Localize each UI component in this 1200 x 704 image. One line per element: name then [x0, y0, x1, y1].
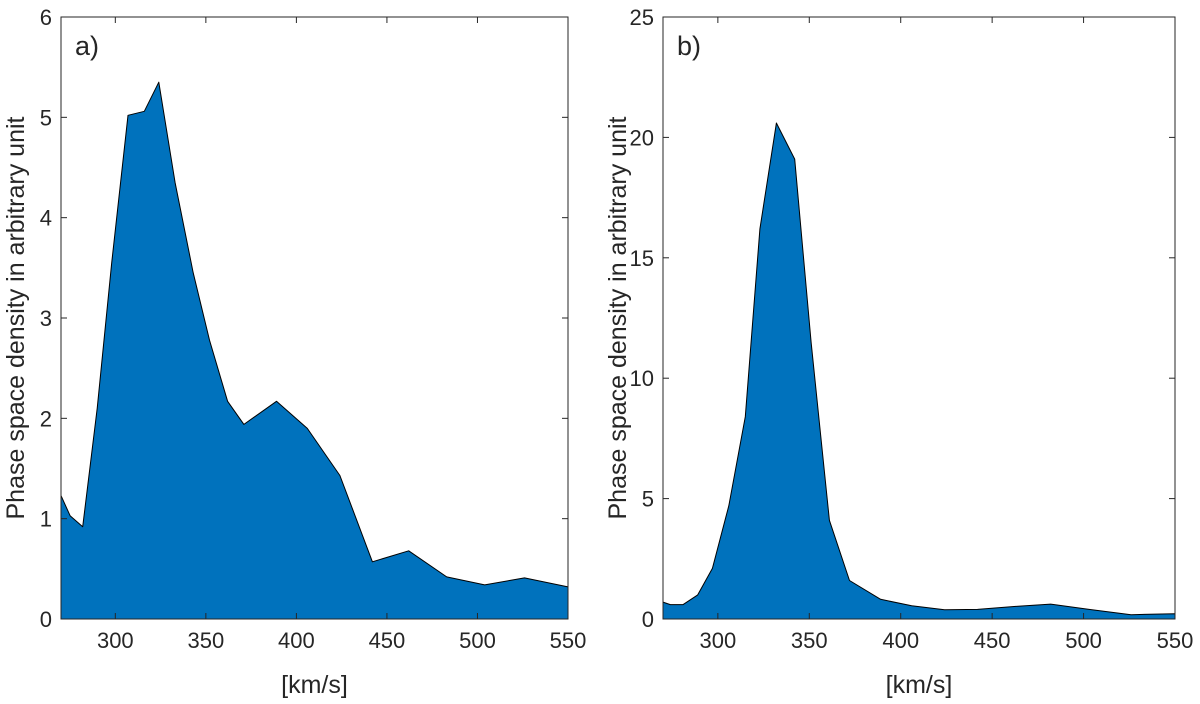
x-tick-label-a: 350 [187, 628, 224, 653]
panel-a: 300 350 400 450 500 550 0 1 2 3 4 5 6 a) [km/s] Pha… [2, 5, 586, 699]
x-tick-label-a: 500 [459, 628, 496, 653]
area-series-b [662, 122, 1176, 620]
x-tick-label-b: 450 [974, 628, 1011, 653]
x-axis-label-a: [km/s] [281, 671, 348, 699]
x-ticks-b: 300 350 400 450 500 550 [699, 17, 1193, 653]
x-tick-label-a: 400 [278, 628, 315, 653]
x-tick-label-a: 550 [550, 628, 587, 653]
y-tick-label-a: 1 [40, 507, 52, 532]
y-tick-label-b: 25 [630, 5, 654, 30]
y-ticks-a: 0 1 2 3 4 5 6 [40, 5, 568, 632]
y-axis-label-a: Phase space density in arbitrary unit [2, 116, 30, 519]
x-tick-label-a: 300 [97, 628, 134, 653]
panel-label-b: b) [677, 31, 701, 61]
y-tick-label-a: 2 [40, 406, 52, 431]
y-tick-label-a: 4 [40, 206, 52, 231]
y-tick-label-b: 15 [630, 246, 654, 271]
x-tick-label-b: 550 [1157, 628, 1194, 653]
panel-label-a: a) [75, 31, 99, 61]
y-axis-label-b: Phase space density in arbitrary unit [604, 116, 632, 519]
y-tick-label-a: 0 [40, 607, 52, 632]
x-tick-label-b: 400 [882, 628, 919, 653]
y-tick-label-a: 3 [40, 306, 52, 331]
y-tick-label-a: 5 [40, 105, 52, 130]
y-tick-label-a: 6 [40, 5, 52, 30]
y-tick-label-b: 5 [642, 487, 654, 512]
y-tick-label-b: 0 [642, 607, 654, 632]
y-ticks-b: 0 5 10 15 20 25 [630, 5, 1175, 632]
area-series-a [60, 81, 569, 620]
x-ticks-a: 300 350 400 450 500 550 [97, 17, 586, 653]
plot-frame-b [662, 16, 1176, 620]
y-tick-label-b: 10 [630, 366, 654, 391]
y-tick-label-b: 20 [630, 125, 654, 150]
x-tick-label-b: 500 [1065, 628, 1102, 653]
x-tick-label-a: 450 [369, 628, 406, 653]
x-tick-label-b: 350 [791, 628, 828, 653]
x-tick-label-b: 300 [699, 628, 736, 653]
x-axis-label-b: [km/s] [886, 671, 953, 699]
